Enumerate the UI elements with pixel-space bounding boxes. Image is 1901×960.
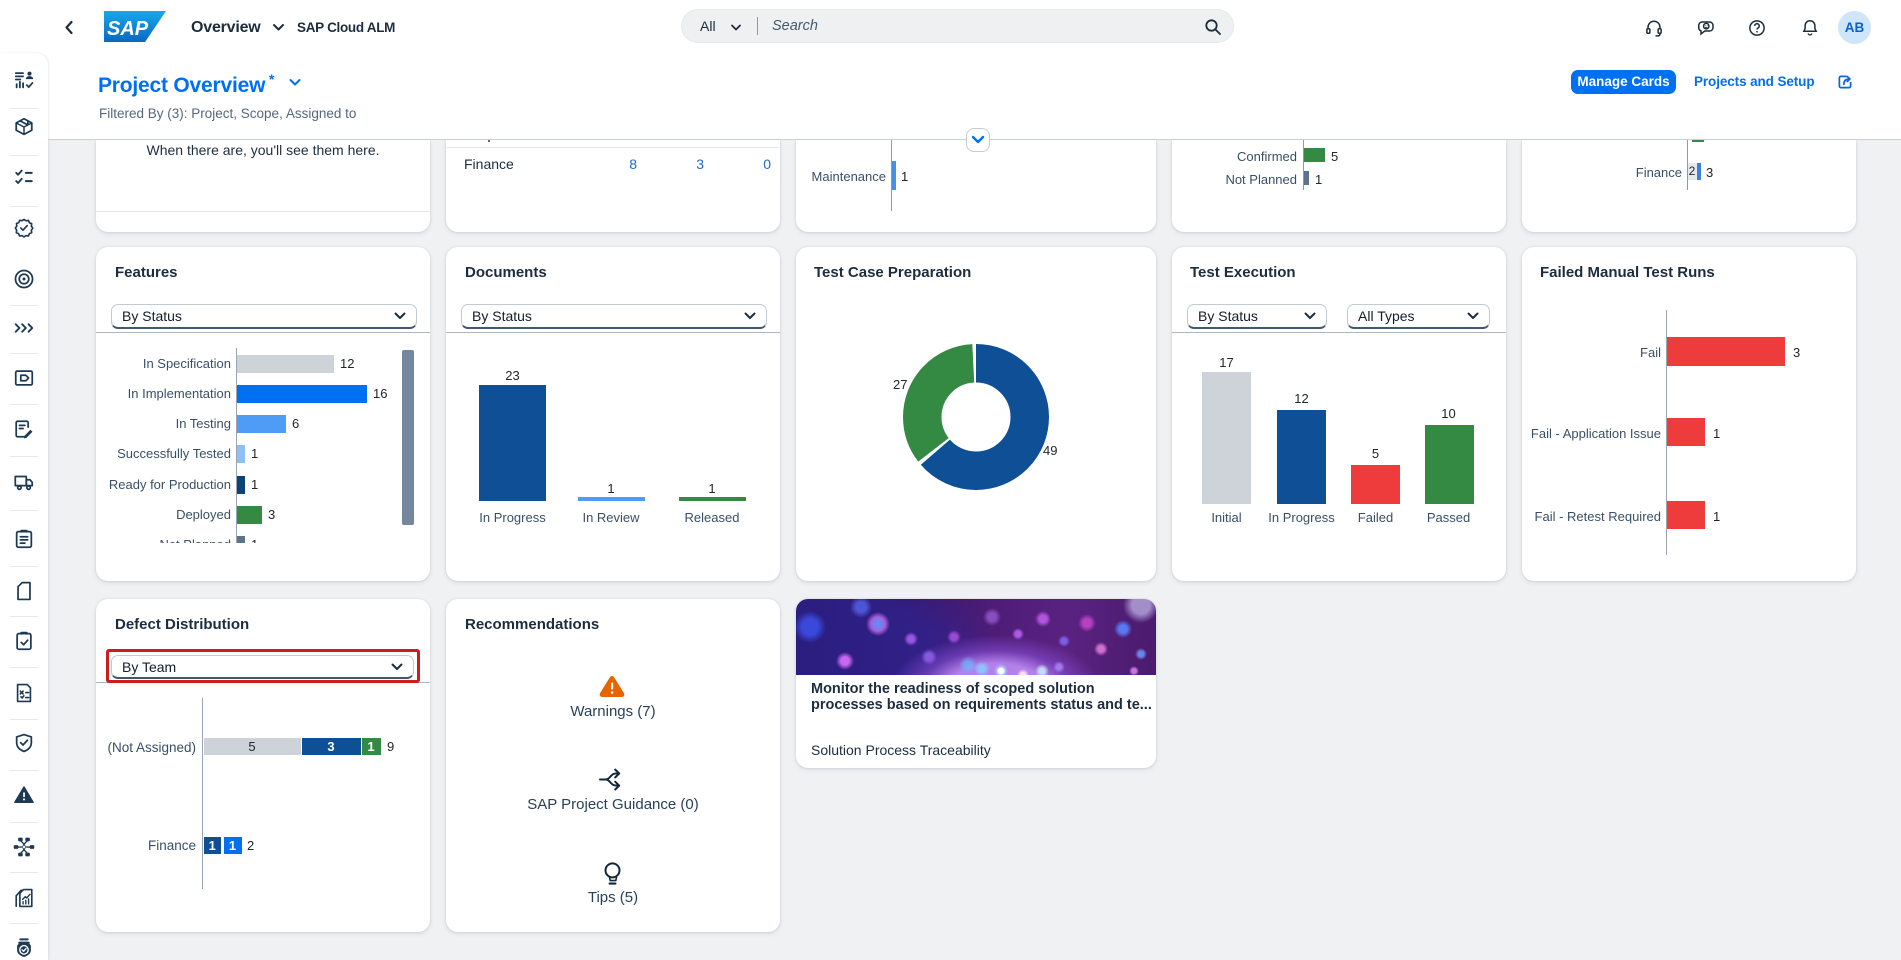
- svg-text:SAP: SAP: [107, 18, 149, 40]
